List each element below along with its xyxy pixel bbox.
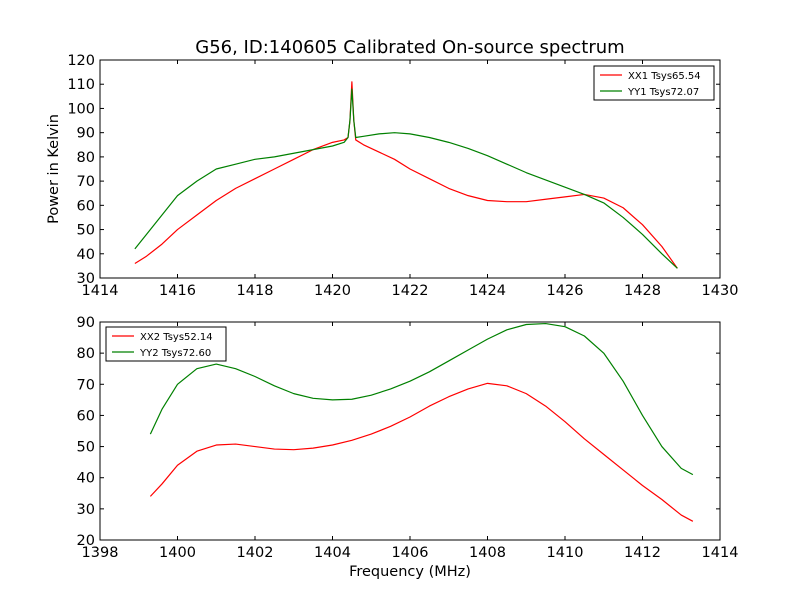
x-tick-label: 1418 <box>237 283 274 299</box>
legend-label: XX2 Tsys52.14 <box>140 332 213 343</box>
y-tick-label: 70 <box>77 377 95 393</box>
chart-title: G56, ID:140605 Calibrated On-source spec… <box>195 37 624 58</box>
spectrum-plot-bottom: 1398 1400 1402 1404 1406 1408 1410 1412 1414 20 30… <box>77 315 739 580</box>
x-tick-label: 1414 <box>82 283 119 299</box>
legend-label: YY2 Tsys72.60 <box>139 348 211 359</box>
x-tick-label: 1404 <box>314 545 351 561</box>
x-tick-label: 1400 <box>159 545 196 561</box>
y-tick-label: 40 <box>77 247 95 263</box>
y-tick-label: 90 <box>77 315 95 331</box>
y-tick-label: 50 <box>77 440 95 456</box>
y-tick-label: 80 <box>77 346 95 362</box>
y-tick-label: 30 <box>77 271 95 287</box>
y-tick-label: 60 <box>77 408 95 424</box>
x-tick-label: 1408 <box>469 545 506 561</box>
series-line-xx1 <box>134 81 678 269</box>
y-axis-label: Power in Kelvin <box>46 114 62 224</box>
x-tick-label: 1410 <box>547 545 584 561</box>
y-tick-label: 120 <box>67 53 95 69</box>
x-tick-label: 1430 <box>702 283 739 299</box>
legend: XX2 Tsys52.14 YY2 Tsys72.60 <box>105 326 227 362</box>
x-tick-label: 1416 <box>159 283 196 299</box>
y-tick-label: 40 <box>77 471 95 487</box>
y-tick-label: 80 <box>77 150 95 166</box>
x-tick-label: 1406 <box>392 545 429 561</box>
y-tick-label: 90 <box>77 126 95 142</box>
y-tick-label: 110 <box>67 77 95 93</box>
y-tick-label: 70 <box>77 174 95 190</box>
y-tick-label: 100 <box>67 101 95 117</box>
x-tick-label: 1422 <box>392 283 429 299</box>
legend-label: YY1 Tsys72.07 <box>627 87 699 98</box>
spectrum-plot-top: 1414 1416 1418 1420 1422 1424 1426 1428 1430 30 40… <box>46 37 738 299</box>
y-tick-label: 20 <box>77 533 95 549</box>
legend-box <box>593 65 715 101</box>
x-tick-label: 1426 <box>547 283 584 299</box>
x-tick-label: 1428 <box>624 283 661 299</box>
x-tick-label: 1412 <box>624 545 661 561</box>
series-line-yy1 <box>134 88 678 269</box>
legend-box <box>105 326 227 362</box>
x-tick-label: 1398 <box>82 545 119 561</box>
x-axis-label: Frequency (MHz) <box>349 564 471 580</box>
x-tick-label: 1424 <box>469 283 506 299</box>
x-tick-label: 1414 <box>702 545 739 561</box>
series-line-xx2 <box>149 382 694 522</box>
y-tick-label: 60 <box>77 198 95 214</box>
legend: XX1 Tsys65.54 YY1 Tsys72.07 <box>593 65 715 101</box>
series-line-yy2 <box>149 322 694 476</box>
x-tick-label: 1402 <box>237 545 274 561</box>
x-tick-label: 1420 <box>314 283 351 299</box>
legend-label: XX1 Tsys65.54 <box>628 71 701 82</box>
y-tick-label: 50 <box>77 223 95 239</box>
y-tick-label: 30 <box>77 502 95 518</box>
